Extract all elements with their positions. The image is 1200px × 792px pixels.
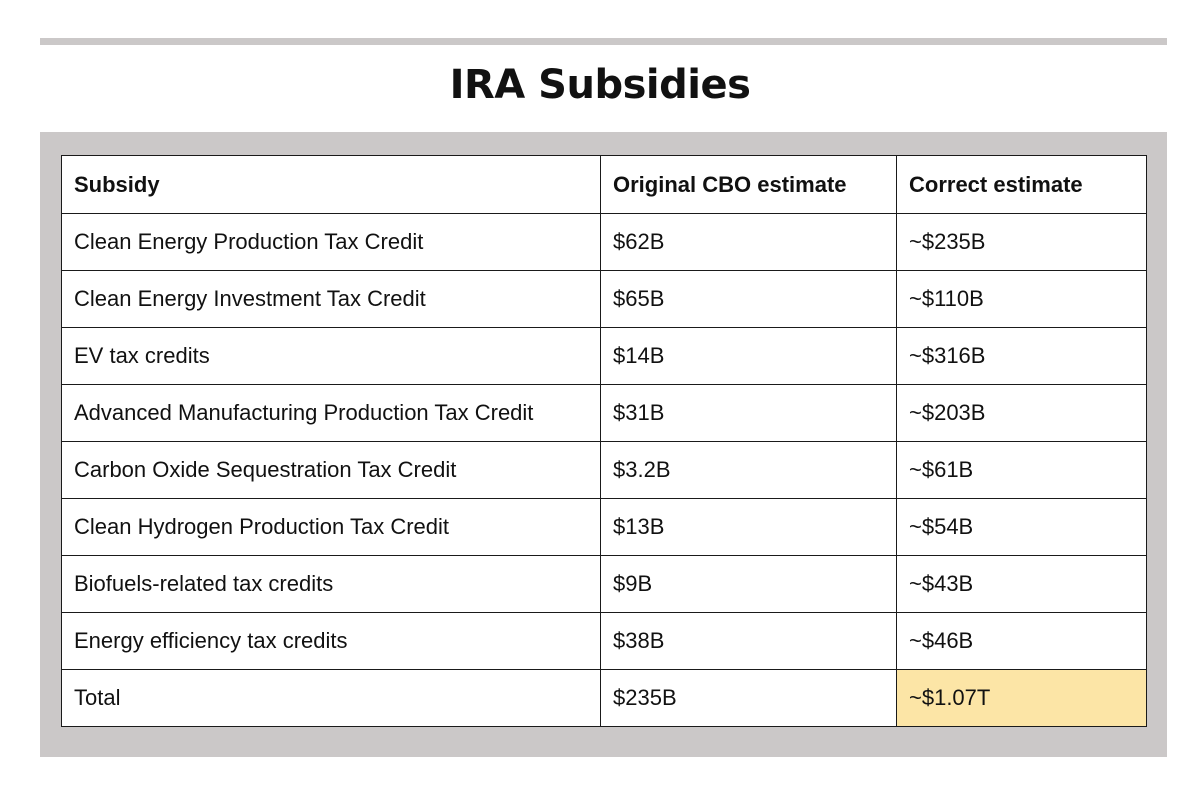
header-correct-estimate: Correct estimate [896, 155, 1147, 214]
total-row: Total $235B ~$1.07T [61, 669, 1147, 727]
original-estimate-cell: $13B [600, 498, 897, 556]
header-subsidy: Subsidy [61, 155, 601, 214]
correct-estimate-cell: ~$110B [896, 270, 1147, 328]
table-row: Advanced Manufacturing Production Tax Cr… [61, 384, 1147, 442]
subsidy-cell: Biofuels-related tax credits [61, 555, 601, 613]
subsidy-cell: Clean Hydrogen Production Tax Credit [61, 498, 601, 556]
original-estimate-cell: $3.2B [600, 441, 897, 499]
subsidy-cell: Energy efficiency tax credits [61, 612, 601, 670]
correct-estimate-cell: ~$316B [896, 327, 1147, 385]
subsidy-cell: Advanced Manufacturing Production Tax Cr… [61, 384, 601, 442]
table-row: Biofuels-related tax credits $9B ~$43B [61, 555, 1147, 613]
original-estimate-cell: $65B [600, 270, 897, 328]
subsidy-cell: EV tax credits [61, 327, 601, 385]
correct-estimate-cell: ~$46B [896, 612, 1147, 670]
correct-estimate-cell: ~$203B [896, 384, 1147, 442]
subsidy-cell: Carbon Oxide Sequestration Tax Credit [61, 441, 601, 499]
subsidies-table: Subsidy Original CBO estimate Correct es… [61, 155, 1147, 727]
subsidy-cell: Clean Energy Investment Tax Credit [61, 270, 601, 328]
top-divider [40, 38, 1167, 45]
subsidy-cell: Clean Energy Production Tax Credit [61, 213, 601, 271]
correct-estimate-cell: ~$43B [896, 555, 1147, 613]
original-estimate-cell: $62B [600, 213, 897, 271]
correct-estimate-cell: ~$54B [896, 498, 1147, 556]
table-row: Clean Energy Production Tax Credit $62B … [61, 213, 1147, 271]
correct-estimate-cell: ~$61B [896, 441, 1147, 499]
original-estimate-cell: $9B [600, 555, 897, 613]
original-estimate-cell: $14B [600, 327, 897, 385]
page-title: IRA Subsidies [449, 62, 751, 108]
correct-estimate-cell: ~$235B [896, 213, 1147, 271]
table-row: EV tax credits $14B ~$316B [61, 327, 1147, 385]
table-row: Carbon Oxide Sequestration Tax Credit $3… [61, 441, 1147, 499]
table-row: Energy efficiency tax credits $38B ~$46B [61, 612, 1147, 670]
original-estimate-cell: $31B [600, 384, 897, 442]
original-estimate-cell: $38B [600, 612, 897, 670]
total-original-estimate-cell: $235B [600, 669, 897, 727]
table-row: Clean Energy Investment Tax Credit $65B … [61, 270, 1147, 328]
table-row: Clean Hydrogen Production Tax Credit $13… [61, 498, 1147, 556]
total-label-cell: Total [61, 669, 601, 727]
table-header-row: Subsidy Original CBO estimate Correct es… [61, 155, 1147, 214]
total-correct-estimate-cell: ~$1.07T [896, 669, 1147, 727]
header-original-cbo-estimate: Original CBO estimate [600, 155, 897, 214]
